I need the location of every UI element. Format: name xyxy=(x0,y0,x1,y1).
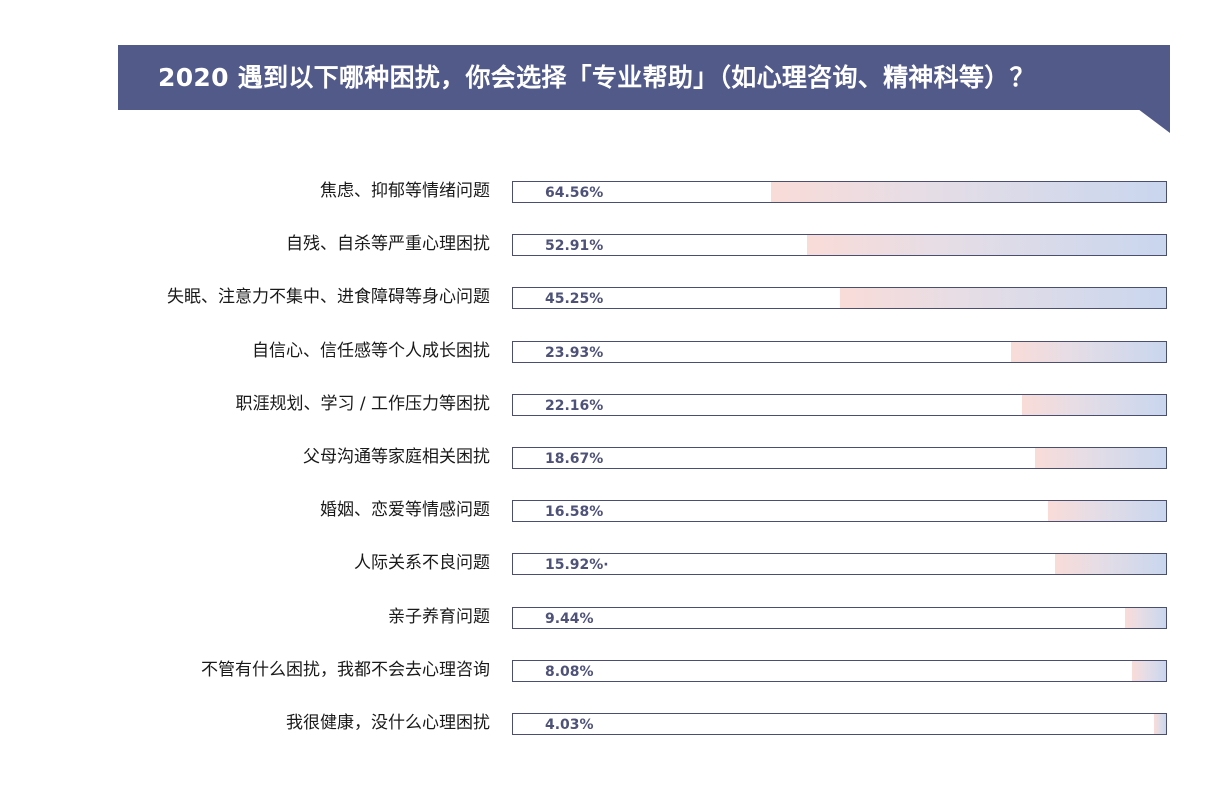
title-banner xyxy=(118,45,1170,110)
bar-value-label: 18.67% xyxy=(545,451,604,467)
bar-fill xyxy=(1022,394,1166,415)
bar-track: 9.44% xyxy=(512,606,1167,629)
bar-row: 失眠、注意力不集中、进食障碍等身心问题 45.25% xyxy=(0,287,1228,311)
bar-fill xyxy=(1035,448,1166,468)
bar-track: 16.58% xyxy=(512,500,1167,523)
bar-value-label: 15.92%· xyxy=(545,557,609,574)
bar-track: 45.25% xyxy=(512,287,1167,310)
category-label: 人际关系不良问题 xyxy=(354,553,490,574)
bar-value-label: 9.44% xyxy=(545,610,594,627)
category-label: 自残、自杀等严重心理困扰 xyxy=(286,234,490,255)
bar-row: 自信心、信任感等个人成长困扰 23.93% xyxy=(0,340,1228,365)
bar-fill xyxy=(806,235,1166,256)
bar-row: 我很健康，没什么心理困扰 4.03% xyxy=(0,713,1228,737)
banner-tab-triangle xyxy=(1138,109,1170,133)
bar-fill xyxy=(1124,607,1166,628)
category-label: 婚姻、恋爱等情感问题 xyxy=(320,500,490,521)
bar-fill xyxy=(770,182,1166,202)
category-label: 亲子养育问题 xyxy=(388,606,490,627)
bar-track: 4.03% xyxy=(512,713,1167,735)
bar-value-label: 16.58% xyxy=(545,504,604,521)
bar-value-label: 8.08% xyxy=(545,663,594,680)
category-label: 不管有什么困扰，我都不会去心理咨询 xyxy=(201,659,490,680)
category-label: 失眠、注意力不集中、进食障碍等身心问题 xyxy=(167,287,490,308)
bar-value-label: 45.25% xyxy=(545,291,604,308)
chart-title: 2020 遇到以下哪种困扰，你会选择「专业帮助」（如心理咨询、精神科等）？ xyxy=(158,63,1035,92)
category-label: 自信心、信任感等个人成长困扰 xyxy=(252,340,490,361)
bar-fill xyxy=(1154,714,1166,734)
bar-track: 15.92%· xyxy=(512,553,1167,576)
bar-row: 不管有什么困扰，我都不会去心理咨询 8.08% xyxy=(0,659,1228,684)
bar-fill xyxy=(839,288,1166,309)
bar-value-label: 23.93% xyxy=(545,344,604,361)
bar-fill xyxy=(1132,660,1166,681)
category-label: 焦虑、抑郁等情绪问题 xyxy=(320,181,490,201)
bar-row: 自残、自杀等严重心理困扰 52.91% xyxy=(0,234,1228,258)
bar-row: 父母沟通等家庭相关困扰 18.67% xyxy=(0,447,1228,471)
category-label: 我很健康，没什么心理困扰 xyxy=(286,713,490,733)
category-label: 职涯规划、学习 / 工作压力等困扰 xyxy=(235,393,490,414)
bar-track: 22.16% xyxy=(512,393,1167,416)
bar-track: 8.08% xyxy=(512,659,1167,682)
bar-track: 18.67% xyxy=(512,447,1167,469)
bar-fill xyxy=(1011,341,1166,362)
bar-row: 职涯规划、学习 / 工作压力等困扰 22.16% xyxy=(0,393,1228,418)
bar-track: 64.56% xyxy=(512,181,1167,203)
category-label: 父母沟通等家庭相关困扰 xyxy=(303,447,490,467)
bar-track: 23.93% xyxy=(512,340,1167,363)
bar-value-label: 52.91% xyxy=(545,238,604,255)
bar-row: 人际关系不良问题 15.92%· xyxy=(0,553,1228,577)
bar-value-label: 64.56% xyxy=(545,185,604,201)
bar-value-label: 22.16% xyxy=(545,397,604,414)
bar-fill xyxy=(1048,501,1166,522)
bar-row: 婚姻、恋爱等情感问题 16.58% xyxy=(0,500,1228,524)
bar-value-label: 4.03% xyxy=(545,717,594,733)
bar-fill xyxy=(1055,554,1166,575)
bar-track: 52.91% xyxy=(512,234,1167,257)
bar-row: 焦虑、抑郁等情绪问题 64.56% xyxy=(0,181,1228,205)
bar-row: 亲子养育问题 9.44% xyxy=(0,606,1228,631)
